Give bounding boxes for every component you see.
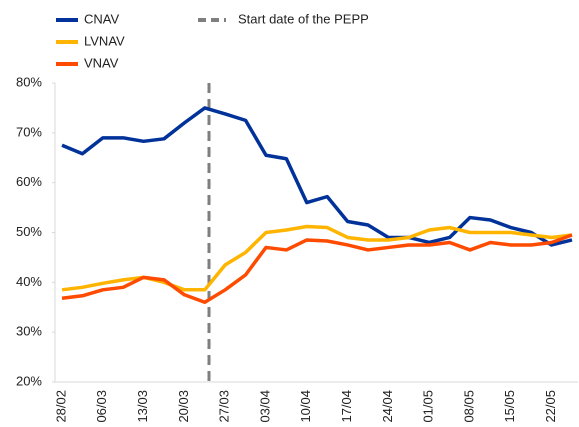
x-tick-label: 24/04 — [380, 390, 395, 423]
y-tick-label: 80% — [16, 74, 42, 89]
x-tick-label: 22/05 — [543, 390, 558, 423]
x-tick-label: 06/03 — [94, 390, 109, 423]
x-tick-label: 17/04 — [339, 390, 354, 423]
y-tick-label: 20% — [16, 373, 42, 388]
x-tick-label: 20/03 — [176, 390, 191, 423]
legend-label: CNAV — [84, 11, 119, 26]
series-line — [61, 106, 573, 247]
legend-label: LVNAV — [84, 33, 125, 48]
x-tick-label: 28/02 — [53, 390, 68, 423]
y-tick-label: 60% — [16, 174, 42, 189]
x-tick-label: 03/04 — [257, 390, 272, 423]
y-tick-label: 50% — [16, 224, 42, 239]
x-tick-label: 13/03 — [135, 390, 150, 423]
series-line — [61, 233, 573, 305]
pepp-legend-label: Start date of the PEPP — [238, 11, 369, 26]
legend-label: VNAV — [84, 55, 119, 70]
y-tick-label: 70% — [16, 124, 42, 139]
x-tick-label: 15/05 — [502, 390, 517, 423]
x-tick-label: 10/04 — [298, 390, 313, 423]
y-tick-label: 40% — [16, 274, 42, 289]
y-tick-label: 30% — [16, 324, 42, 339]
x-tick-label: 08/05 — [461, 390, 476, 423]
x-tick-label: 01/05 — [421, 390, 436, 423]
x-tick-label: 27/03 — [217, 390, 232, 423]
